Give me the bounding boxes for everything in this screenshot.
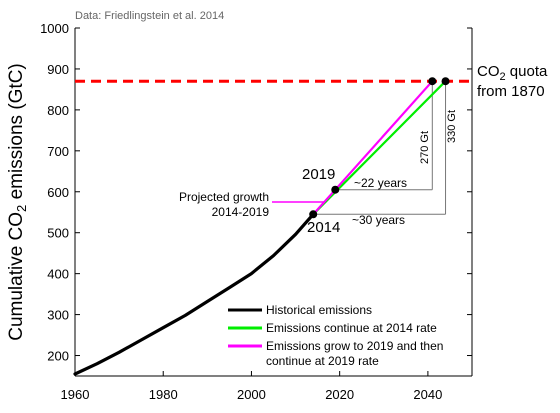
x-tick-label-1960: 1960 xyxy=(61,387,90,402)
y-tick-label-800: 800 xyxy=(47,103,69,118)
point-2019 xyxy=(331,185,340,194)
y-tick-label-600: 600 xyxy=(47,185,69,200)
point-label-2014: 2014 xyxy=(307,219,340,236)
historical-emissions-line xyxy=(73,212,315,376)
annotation-guides xyxy=(272,81,447,215)
point-2041 xyxy=(428,77,437,86)
gt-270-label: 270 Gt xyxy=(419,131,431,164)
point-2044 xyxy=(441,77,450,86)
projected-growth-label-line1: Projected growth xyxy=(179,190,269,204)
legend-label-2014-rate: Emissions continue at 2014 rate xyxy=(266,321,437,335)
y-tick-label-900: 900 xyxy=(47,62,69,77)
span-30-years-label: ~30 years xyxy=(352,213,405,227)
point-label-2019: 2019 xyxy=(302,166,335,183)
y-tick-label-300: 300 xyxy=(47,308,69,323)
y-axis-label: Cumulative CO2 emissions (GtC) xyxy=(6,63,29,341)
projected-growth-label-line2: 2014-2019 xyxy=(212,205,270,219)
data-points xyxy=(309,77,450,219)
x-tick-label-1980: 1980 xyxy=(149,387,178,402)
span-22-years-label: ~22 years xyxy=(354,176,407,190)
y-tick-label-700: 700 xyxy=(47,144,69,159)
x-tick-label-2020: 2020 xyxy=(325,387,354,402)
legend-label-2019-rate-line1: Emissions grow to 2019 and then xyxy=(266,339,443,353)
y-tick-label-400: 400 xyxy=(47,267,69,282)
legend-label-historical: Historical emissions xyxy=(266,303,372,317)
point-2014 xyxy=(309,210,318,219)
legend: Historical emissions Emissions continue … xyxy=(228,303,443,368)
quota-label-line2: from 1870 xyxy=(477,83,545,100)
quota-label-line1: CO2 quota xyxy=(477,63,548,83)
source-note: Data: Friedlingstein et al. 2014 xyxy=(75,10,224,22)
y-tick-label-500: 500 xyxy=(47,226,69,241)
axes: 200 300 400 500 600 700 800 900 1000 1960 1980 2000… xyxy=(40,21,473,402)
x-tick-label-2000: 2000 xyxy=(237,387,266,402)
y-tick-label-200: 200 xyxy=(47,349,69,364)
y-tick-label-1000: 1000 xyxy=(40,21,69,36)
emissions-2019-rate-line xyxy=(312,80,434,216)
legend-label-2019-rate-line2: continue at 2019 rate xyxy=(266,354,379,368)
gt-330-label: 330 Gt xyxy=(446,110,458,143)
x-tick-label-2040: 2040 xyxy=(413,387,442,402)
